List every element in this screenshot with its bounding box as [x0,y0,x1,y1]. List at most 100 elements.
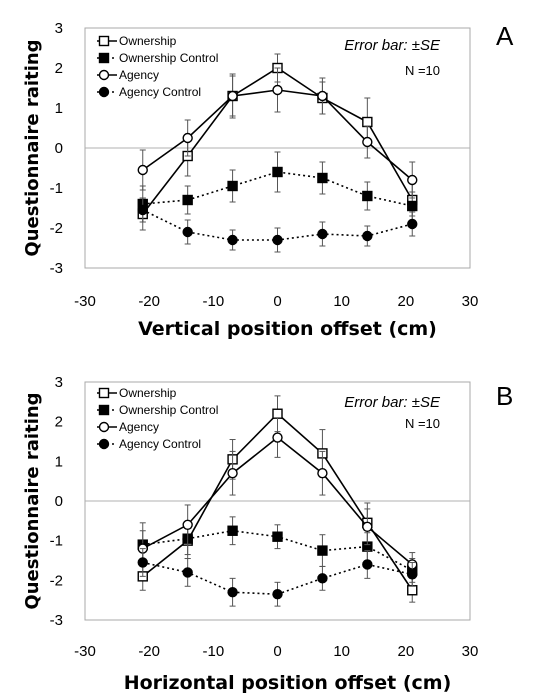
y-tick-label: -3 [50,612,63,629]
x-tick-label: 20 [397,293,414,310]
y-tick-label: -2 [50,572,63,589]
data-point [317,545,328,556]
data-point [272,84,283,96]
x-tick-label: -30 [74,293,96,310]
y-tick-label: 1 [55,453,63,470]
series-ownership-control [137,151,418,223]
legend-marker [98,86,110,98]
error-bar-note: Error bar: ±SE [344,37,441,54]
y-tick-label: 3 [55,374,63,391]
x-tick-label: -20 [138,643,160,660]
y-tick-label: 0 [55,493,63,510]
x-tick-label: -10 [202,293,224,310]
legend-marker [98,438,110,450]
sample-size-label: N =10 [405,416,440,431]
legend-entry: Agency [119,68,159,82]
x-tick-label: 30 [462,643,479,660]
y-tick-label: 1 [55,100,63,117]
x-tick-label: 0 [273,293,281,310]
legend-entry: Ownership Control [119,51,218,65]
legend-entry: Ownership Control [119,403,218,417]
data-point [137,557,148,568]
data-point [407,585,418,596]
data-point [182,567,193,578]
y-axis-label: Questionnaire raiting [22,39,43,256]
data-point [407,174,418,186]
y-tick-label: 3 [55,20,63,37]
x-tick-label: 10 [333,643,350,660]
data-point [272,432,283,443]
x-tick-label: 10 [333,293,350,310]
x-tick-label: 20 [397,643,414,660]
y-tick-label: -1 [50,180,63,197]
y-axis-label: Questionnaire raiting [22,392,43,609]
data-point [182,194,193,206]
sample-size-label: N =10 [405,63,440,78]
y-tick-label: 2 [55,414,63,431]
legend-marker [98,52,110,64]
error-bar-note: Error bar: ±SE [344,394,441,411]
legend-entry: Ownership [119,34,177,48]
series-agency-control [137,548,418,607]
data-point [317,228,328,240]
x-tick-label: 30 [462,293,479,310]
data-point [317,468,328,479]
data-point [182,519,193,530]
x-tick-label: 0 [273,643,281,660]
x-tick-label: -30 [74,643,96,660]
data-point [407,218,418,230]
legend-entry: Ownership [119,386,177,400]
legend-marker [98,387,110,399]
data-point [362,190,373,202]
data-point [227,180,238,192]
data-point [317,90,328,102]
data-point [137,204,148,216]
panel-label: B [496,381,513,411]
series-agency [137,67,418,199]
data-point [227,587,238,598]
series-ownership-control [137,516,418,583]
x-axis-label: Vertical position offset (cm) [138,318,437,340]
data-point [317,172,328,184]
data-point [407,569,418,580]
data-point [272,531,283,542]
legend-marker [98,35,110,47]
x-tick-label: -20 [138,293,160,310]
data-point [272,408,283,419]
data-point [362,559,373,570]
series-agency-control [137,197,418,253]
legend-marker [98,421,110,433]
data-point [362,116,373,128]
data-point [137,164,148,176]
y-tick-label: -1 [50,533,63,550]
legend-marker [98,404,110,416]
legend-entry: Agency Control [119,85,201,99]
legend-entry: Agency [119,420,159,434]
data-point [182,132,193,144]
y-tick-label: 0 [55,140,63,157]
x-axis-label: Horizontal position offset (cm) [124,672,452,694]
y-tick-label: -2 [50,220,63,237]
data-point [272,166,283,178]
data-point [362,136,373,148]
data-point [227,525,238,536]
data-point [227,468,238,479]
data-point [272,234,283,246]
legend-entry: Agency Control [119,437,201,451]
panel-label: A [496,21,514,51]
data-point [182,226,193,238]
data-point [272,589,283,600]
y-tick-label: -3 [50,260,63,277]
y-tick-label: 2 [55,60,63,77]
x-tick-label: -10 [202,643,224,660]
data-point [362,521,373,532]
legend-marker [98,69,110,81]
data-point [227,90,238,102]
data-point [317,573,328,584]
data-point [362,230,373,242]
data-point [227,234,238,246]
data-point [407,200,418,212]
